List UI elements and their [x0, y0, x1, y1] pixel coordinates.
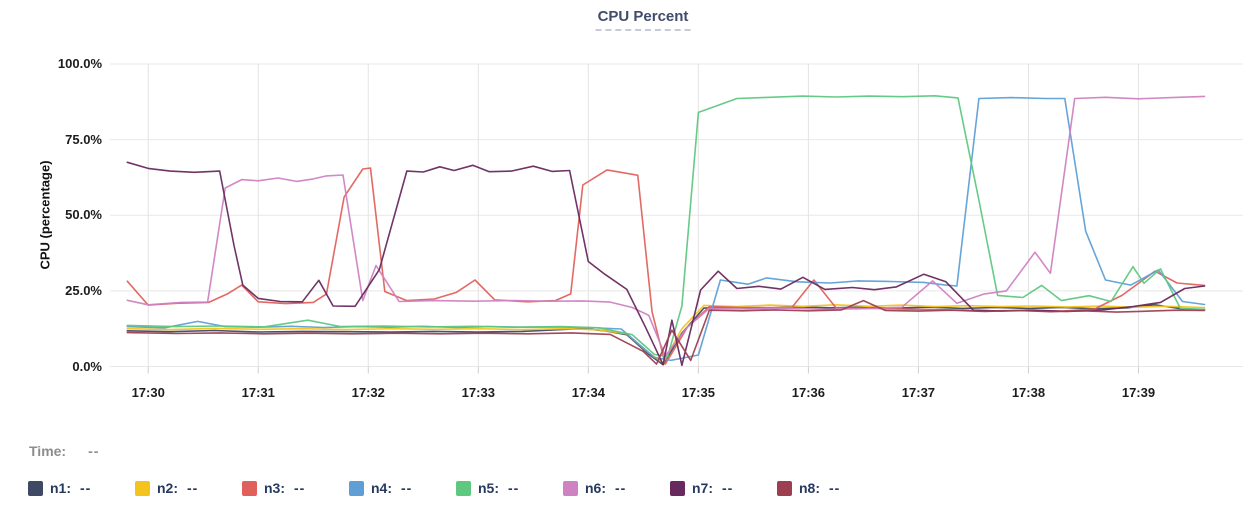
x-tick-label: 17:31 [241, 385, 275, 400]
legend-series-name: n5: [478, 480, 499, 496]
series-line-n3[interactable] [126, 167, 1206, 365]
series-line-n7[interactable] [126, 161, 1206, 367]
legend-swatch [349, 480, 364, 496]
x-tick-label: 17:35 [681, 385, 715, 400]
y-tick-label: 0.0% [72, 358, 102, 374]
legend-item-n1[interactable]: n1: -- [28, 480, 125, 496]
time-value: -- [88, 443, 100, 459]
legend-swatch [456, 480, 471, 496]
legend-swatch [28, 480, 43, 496]
legend-item-n8[interactable]: n8: -- [777, 480, 874, 496]
x-tick-label: 17:32 [351, 385, 385, 400]
legend-swatch [670, 480, 685, 496]
x-tick-label: 17:30 [131, 385, 165, 400]
legend-series-name: n4: [371, 480, 392, 496]
legend-series-value: -- [401, 480, 413, 496]
x-tick-label: 17:38 [1011, 385, 1046, 400]
y-tick-label: 75.0% [65, 131, 102, 147]
series-line-n8[interactable] [126, 299, 1206, 365]
series-line-n5[interactable] [126, 95, 1206, 358]
x-tick-label: 17:33 [461, 385, 495, 400]
x-tick-label: 17:36 [791, 385, 825, 400]
time-readout: Time: -- [29, 443, 99, 459]
cpu-percent-line-chart [110, 63, 1243, 374]
series-line-n6[interactable] [126, 95, 1206, 357]
series-line-n2[interactable] [126, 303, 1206, 364]
legend-item-n3[interactable]: n3: -- [242, 480, 339, 496]
chart-title[interactable]: CPU Percent [595, 8, 691, 31]
legend-swatch [563, 480, 578, 496]
legend-series-name: n3: [264, 480, 285, 496]
x-tick-label: 17:37 [901, 385, 936, 400]
legend-series-value: -- [294, 480, 306, 496]
legend-swatch [135, 480, 150, 496]
x-tick-label: 17:39 [1121, 385, 1156, 400]
legend-series-value: -- [829, 480, 841, 496]
legend-swatch [777, 480, 792, 496]
legend-series-value: -- [615, 480, 627, 496]
legend-item-n7[interactable]: n7: -- [670, 480, 767, 496]
legend-item-n5[interactable]: n5: -- [456, 480, 553, 496]
legend-series-name: n7: [692, 480, 713, 496]
legend-series-value: -- [722, 480, 734, 496]
series-line-n4[interactable] [126, 96, 1206, 362]
time-label: Time: [29, 443, 67, 459]
legend-series-name: n2: [157, 480, 178, 496]
legend-item-n2[interactable]: n2: -- [135, 480, 232, 496]
legend-item-n6[interactable]: n6: -- [563, 480, 660, 496]
legend-item-n4[interactable]: n4: -- [349, 480, 446, 496]
y-tick-label: 50.0% [65, 207, 102, 223]
legend-series-value: -- [80, 480, 92, 496]
legend-series-name: n8: [799, 480, 820, 496]
x-tick-label: 17:34 [571, 385, 605, 400]
legend-series-value: -- [508, 480, 520, 496]
legend-series-name: n6: [585, 480, 606, 496]
legend-series-value: -- [187, 480, 199, 496]
y-tick-label: 25.0% [65, 282, 102, 298]
chart-legend: n1: -- n2: -- n3: -- n4: -- n5: -- n6: -- n7: -- n8: -- [28, 480, 884, 496]
legend-series-name: n1: [50, 480, 71, 496]
legend-swatch [242, 480, 257, 496]
y-tick-label: 100.0% [57, 56, 102, 71]
